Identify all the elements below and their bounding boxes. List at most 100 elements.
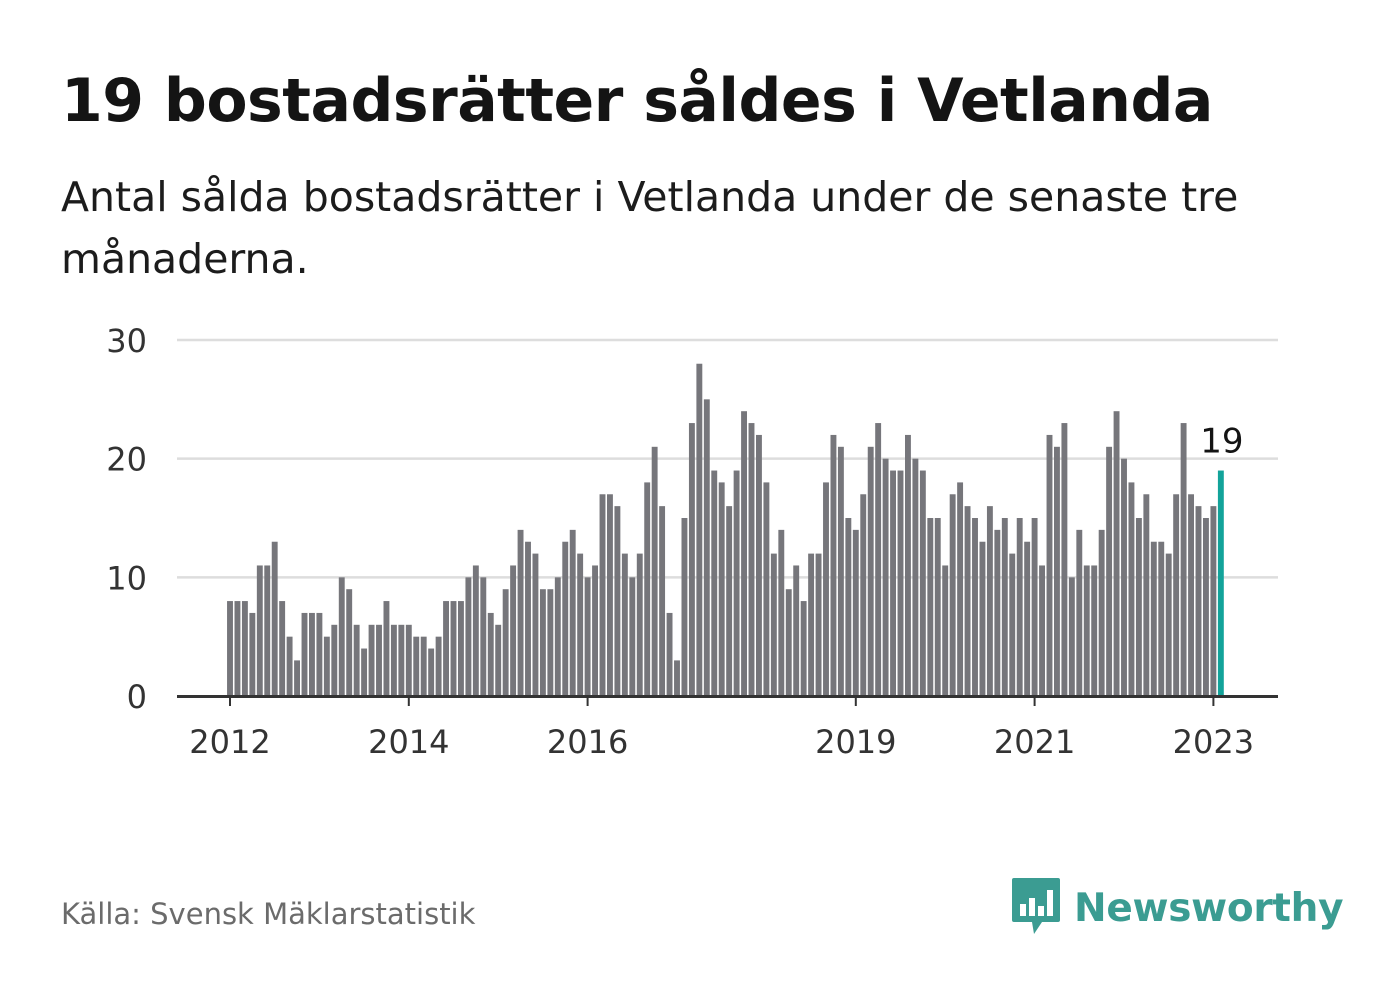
- bar: [1046, 434, 1053, 696]
- bar: [659, 506, 666, 696]
- bar: [1024, 541, 1031, 696]
- x-tick-label: 2016: [547, 723, 628, 761]
- brand-name: Newsworthy: [1074, 885, 1344, 931]
- bar: [815, 553, 822, 696]
- bar: [986, 506, 993, 696]
- bar: [852, 529, 859, 696]
- bar: [547, 589, 554, 696]
- bar: [1203, 518, 1209, 696]
- bar: [249, 612, 256, 696]
- bar: [681, 518, 688, 696]
- bar: [890, 470, 896, 696]
- bar: [1135, 518, 1142, 696]
- bar: [718, 482, 725, 696]
- y-tick-label: 20: [106, 441, 147, 479]
- bar: [733, 470, 740, 696]
- bar: [1158, 541, 1165, 696]
- bar: [837, 446, 844, 696]
- highlight-value-label: 19: [1200, 422, 1243, 462]
- bar: [390, 624, 397, 696]
- bar: [241, 601, 248, 696]
- bar: [770, 553, 777, 696]
- bar: [1173, 494, 1180, 696]
- bar: [458, 601, 464, 696]
- bar: [741, 411, 747, 696]
- y-tick-label: 10: [106, 559, 147, 597]
- bar: [294, 660, 300, 696]
- bar: [286, 636, 293, 696]
- bar: [808, 553, 815, 696]
- bar: [577, 553, 584, 696]
- bar: [1121, 458, 1127, 696]
- bar: [435, 636, 442, 696]
- bar: [897, 470, 904, 696]
- brand-logo[interactable]: Newsworthy: [1010, 876, 1344, 940]
- bar: [1143, 494, 1150, 696]
- bar: [800, 601, 807, 696]
- bar: [510, 565, 517, 696]
- bar: [972, 518, 978, 696]
- x-axis-tick-labels: 2012 2014 2016 2019 2021 2023: [189, 696, 1254, 761]
- bar: [465, 577, 472, 696]
- bar: [957, 482, 964, 696]
- bar: [979, 541, 986, 696]
- bar: [756, 434, 762, 696]
- x-tick-label: 2012: [189, 723, 270, 761]
- bar: [443, 601, 449, 696]
- bar: [867, 446, 874, 696]
- x-tick-label: 2019: [815, 723, 896, 761]
- bar: [651, 446, 658, 696]
- x-tick-label: 2014: [368, 723, 449, 761]
- bar: [696, 363, 703, 696]
- bar: [495, 624, 502, 696]
- bar: [353, 624, 360, 696]
- bar: [636, 553, 643, 696]
- bar: [1128, 482, 1135, 696]
- bar: [487, 612, 494, 696]
- bar: [1054, 446, 1060, 696]
- bar: [644, 482, 651, 696]
- bar: [763, 482, 770, 696]
- bar: [621, 553, 628, 696]
- bar: [726, 506, 733, 696]
- bar: [309, 612, 315, 696]
- bar: [338, 577, 345, 696]
- bar: [964, 506, 971, 696]
- bar: [703, 399, 710, 696]
- bar: [264, 565, 271, 696]
- bar: [413, 636, 420, 696]
- bar: [592, 565, 598, 696]
- bar: [1031, 518, 1038, 696]
- bar-highlight: [1217, 470, 1224, 696]
- annotations: 19: [1200, 422, 1243, 462]
- bar: [346, 589, 353, 696]
- bar: [1076, 529, 1083, 696]
- bar: [331, 624, 338, 696]
- bar: [368, 624, 375, 696]
- bar: [905, 434, 911, 696]
- bar: [234, 601, 241, 696]
- bar: [830, 434, 837, 696]
- bar: [316, 612, 323, 696]
- bar: [1083, 565, 1090, 696]
- bar: [517, 529, 524, 696]
- bar: [927, 518, 934, 696]
- bar: [711, 470, 718, 696]
- bar: [323, 636, 330, 696]
- bar: [480, 577, 487, 696]
- bar: [674, 660, 680, 696]
- bar: [1091, 565, 1098, 696]
- bar: [271, 541, 278, 696]
- bar: [562, 541, 569, 696]
- bar: [688, 423, 695, 696]
- bar: [227, 601, 233, 696]
- bar: [1068, 577, 1075, 696]
- bar: [398, 624, 405, 696]
- bar: [1150, 541, 1157, 696]
- bar: [1113, 411, 1120, 696]
- bar: [1195, 506, 1202, 696]
- bar: [376, 624, 382, 696]
- bar: [778, 529, 785, 696]
- bar: [1188, 494, 1194, 696]
